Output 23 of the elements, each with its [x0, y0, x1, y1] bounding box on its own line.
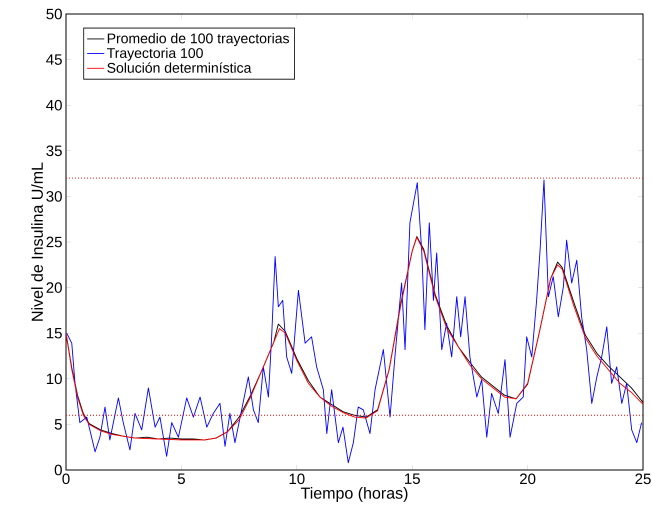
y-tick-label: 5 [54, 419, 62, 430]
y-tick-label: 0 [54, 464, 62, 476]
y-tick-label: 10 [46, 373, 62, 384]
y-tick-label: 35 [46, 145, 62, 156]
y-tick-label: 25 [46, 236, 62, 248]
line-series [66, 180, 642, 464]
y-axis-title: Nivel de Insulina U/mL [31, 162, 43, 321]
y-tick-label: 40 [46, 100, 62, 111]
legend-label: Solución determinística [107, 62, 252, 73]
x-tick-label: 15 [405, 474, 420, 484]
x-tick-label: 10 [290, 474, 305, 484]
y-tick-label: 15 [46, 328, 62, 338]
x-tick-label: 0 [62, 474, 70, 484]
y-tick-label: 30 [46, 191, 62, 202]
x-axis-title: Tiempo (horas) [300, 487, 408, 502]
y-tick-label: 45 [46, 54, 62, 65]
y-tick-label: 20 [46, 282, 62, 293]
x-tick-label: 25 [635, 474, 651, 484]
x-tick-label: 5 [178, 474, 185, 484]
legend-label: Trayectoria 100 [106, 48, 203, 61]
legend-label: Promedio de 100 trayectorias [108, 33, 290, 46]
y-tick-label: 50 [46, 8, 62, 20]
x-tick-label: 20 [520, 474, 536, 484]
